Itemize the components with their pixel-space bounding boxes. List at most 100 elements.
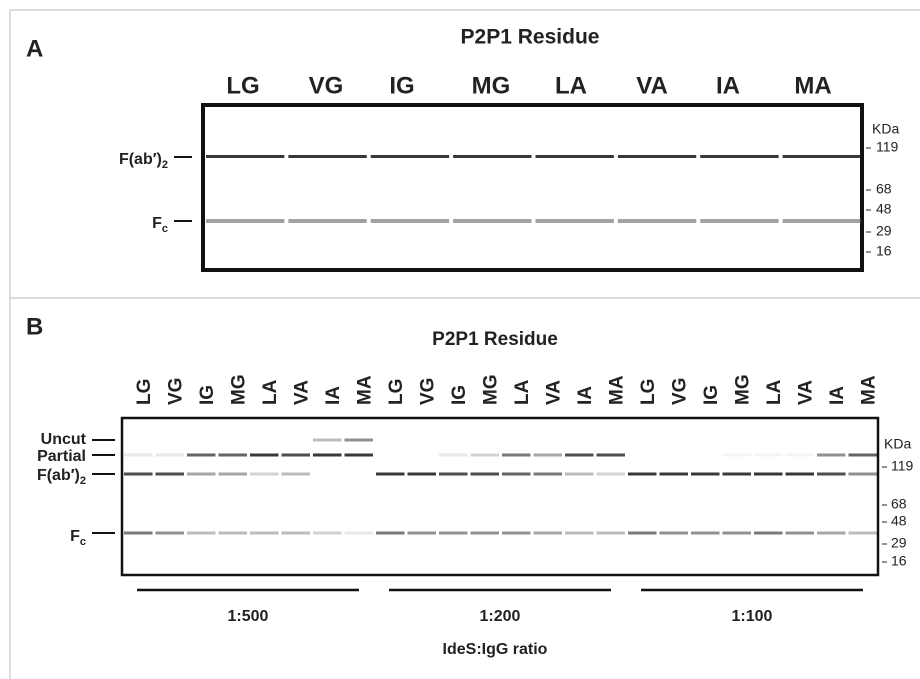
band [124, 532, 153, 535]
band-label-text: F [70, 528, 80, 545]
band [156, 532, 185, 535]
band-label-text: F(ab′) [119, 151, 162, 168]
band [313, 532, 342, 535]
band [313, 439, 342, 442]
group-label: 1:500 [228, 608, 269, 625]
lane-label: LA [260, 379, 281, 405]
band-label-sub: 2 [80, 475, 86, 487]
band [219, 473, 248, 476]
band [723, 454, 752, 457]
band-label: Uncut [41, 431, 87, 448]
band [206, 219, 284, 223]
band [691, 532, 720, 535]
band [618, 155, 696, 158]
band-label: Fc [70, 528, 86, 548]
lane-label: LG [134, 379, 155, 405]
band [250, 532, 279, 535]
marker-label: 119 [891, 458, 914, 474]
band-label-sub: c [162, 223, 168, 235]
band [754, 454, 783, 457]
band [345, 454, 374, 457]
band [817, 473, 846, 476]
lane-label: LA [555, 72, 587, 99]
band [288, 155, 366, 158]
band [371, 219, 449, 223]
marker-label: 29 [876, 223, 892, 239]
group-label: 1:200 [480, 608, 521, 625]
band [565, 454, 594, 457]
band [534, 473, 563, 476]
lane-label: IA [827, 386, 848, 405]
band [817, 454, 846, 457]
band-label-sub: 2 [162, 159, 168, 171]
band-label: F(ab′)2 [37, 467, 86, 487]
band [723, 532, 752, 535]
band [502, 532, 531, 535]
band [502, 454, 531, 457]
band [534, 532, 563, 535]
lane-label: VG [165, 378, 186, 405]
band [536, 155, 614, 158]
band [187, 473, 216, 476]
lane-label: LA [512, 379, 533, 405]
gel-box [203, 105, 862, 270]
band [471, 454, 500, 457]
lane-label: MA [354, 375, 375, 405]
marker-label: 68 [876, 181, 892, 197]
panel-letter: B [26, 313, 43, 340]
lane-label: MG [472, 72, 511, 99]
band [754, 473, 783, 476]
lane-label: MG [480, 374, 501, 405]
band [597, 473, 626, 476]
band [187, 532, 216, 535]
lane-label: VG [309, 72, 344, 99]
marker-label: 119 [876, 139, 899, 155]
marker-unit: KDa [872, 121, 899, 137]
panel-title: P2P1 Residue [432, 329, 558, 350]
band [313, 454, 342, 457]
band-label: Fc [152, 215, 168, 235]
band [691, 473, 720, 476]
band [439, 473, 468, 476]
band [502, 473, 531, 476]
gel-box [122, 418, 878, 575]
band [700, 219, 778, 223]
band [345, 439, 374, 442]
lane-label: VA [291, 380, 312, 405]
band [371, 155, 449, 158]
lane-label: IA [575, 386, 596, 405]
band [471, 473, 500, 476]
band [817, 532, 846, 535]
band [376, 532, 405, 535]
band [536, 219, 614, 223]
marker-label: 16 [876, 243, 892, 259]
band [660, 473, 689, 476]
band [786, 532, 815, 535]
band [849, 532, 878, 535]
lane-label: VG [669, 378, 690, 405]
band [565, 532, 594, 535]
lane-label: MA [794, 72, 831, 99]
lane-label: IA [716, 72, 740, 99]
band [597, 532, 626, 535]
band [206, 155, 284, 158]
band [783, 219, 861, 223]
lane-label: IG [389, 72, 414, 99]
lane-label: IG [197, 385, 218, 405]
band [700, 155, 778, 158]
lane-label: LG [386, 379, 407, 405]
band [250, 454, 279, 457]
band [219, 454, 248, 457]
band [618, 219, 696, 223]
marker-label: 48 [891, 513, 907, 529]
band [628, 532, 657, 535]
marker-unit: KDa [884, 436, 911, 452]
band [783, 155, 861, 158]
lane-label: LG [638, 379, 659, 405]
band [786, 454, 815, 457]
band-label-text: Uncut [41, 431, 87, 448]
panel-title: P2P1 Residue [461, 26, 600, 49]
band-label-text: Partial [37, 448, 86, 465]
band [754, 532, 783, 535]
lane-label: MG [732, 374, 753, 405]
